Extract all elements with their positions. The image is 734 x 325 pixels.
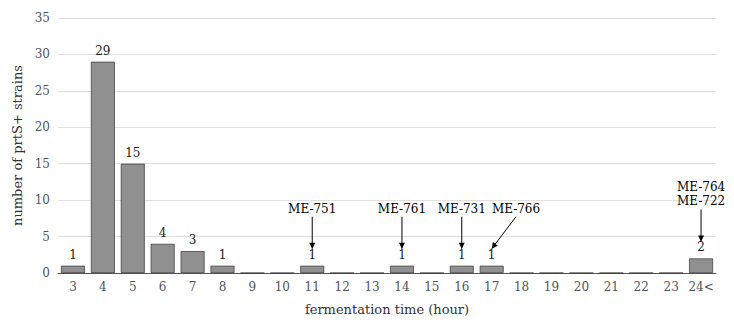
svg-text:15: 15 xyxy=(125,146,140,160)
svg-text:13: 13 xyxy=(364,280,379,294)
svg-text:4: 4 xyxy=(159,226,167,240)
svg-text:16: 16 xyxy=(454,280,469,294)
svg-text:7: 7 xyxy=(189,280,197,294)
svg-text:15: 15 xyxy=(35,157,50,171)
svg-text:20: 20 xyxy=(574,280,589,294)
svg-text:ME-764: ME-764 xyxy=(677,180,726,194)
svg-text:3: 3 xyxy=(189,233,197,247)
svg-text:1: 1 xyxy=(219,248,227,262)
svg-text:ME-761: ME-761 xyxy=(378,202,426,216)
svg-text:30: 30 xyxy=(35,47,50,61)
svg-text:1: 1 xyxy=(458,248,466,262)
svg-text:5: 5 xyxy=(42,230,50,244)
svg-text:3: 3 xyxy=(69,280,77,294)
svg-text:23: 23 xyxy=(663,280,678,294)
svg-text:9: 9 xyxy=(249,280,257,294)
svg-text:20: 20 xyxy=(35,120,50,134)
svg-text:ME-722: ME-722 xyxy=(677,194,725,208)
svg-text:35: 35 xyxy=(35,11,50,25)
svg-text:12: 12 xyxy=(334,280,349,294)
svg-text:1: 1 xyxy=(488,248,496,262)
svg-text:number of prtS+ strains: number of prtS+ strains xyxy=(10,65,25,226)
svg-text:11: 11 xyxy=(305,280,320,294)
svg-text:fermentation time (hour): fermentation time (hour) xyxy=(305,302,469,317)
svg-text:10: 10 xyxy=(275,280,290,294)
svg-text:29: 29 xyxy=(95,44,110,58)
svg-text:19: 19 xyxy=(544,280,559,294)
svg-text:ME-766: ME-766 xyxy=(492,202,540,216)
svg-text:14: 14 xyxy=(394,280,410,294)
svg-text:8: 8 xyxy=(219,280,227,294)
svg-text:ME-731: ME-731 xyxy=(438,202,486,216)
svg-text:1: 1 xyxy=(398,248,406,262)
svg-text:ME-751: ME-751 xyxy=(288,202,336,216)
svg-text:2: 2 xyxy=(697,240,705,254)
svg-text:17: 17 xyxy=(484,280,499,294)
svg-text:18: 18 xyxy=(514,280,529,294)
svg-text:4: 4 xyxy=(99,280,107,294)
svg-text:0: 0 xyxy=(42,266,50,280)
svg-text:6: 6 xyxy=(159,280,167,294)
svg-text:15: 15 xyxy=(424,280,439,294)
svg-text:22: 22 xyxy=(634,280,649,294)
svg-text:24<: 24< xyxy=(688,280,713,294)
svg-text:25: 25 xyxy=(35,84,50,98)
svg-text:1: 1 xyxy=(308,248,316,262)
svg-text:21: 21 xyxy=(604,280,619,294)
svg-text:5: 5 xyxy=(129,280,137,294)
svg-text:1: 1 xyxy=(69,248,77,262)
svg-text:10: 10 xyxy=(35,193,50,207)
